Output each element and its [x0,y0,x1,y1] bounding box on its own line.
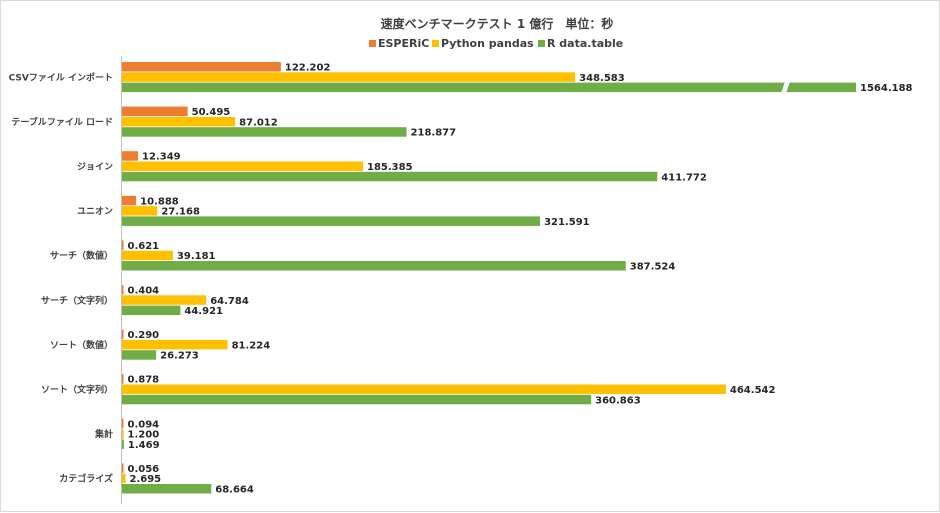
bar-esperic [122,329,124,340]
data-label-esperic: 0.094 [128,419,160,430]
bar-r-data-table [122,171,658,182]
data-label-esperic: 122.202 [285,63,331,74]
data-label-r-data-table: 44.921 [184,306,223,317]
bar-r-data-table [122,82,856,93]
bar-python-pandas [122,295,207,305]
bar-esperic [122,285,124,295]
chart-title: 速度ベンチマークテスト 1 億行 単位：秒 [381,16,614,31]
category-label: CSVファイル インポート [9,71,113,83]
data-label-r-data-table: 387.524 [630,262,676,273]
bar-python-pandas [122,473,126,484]
bar-python-pandas [122,206,158,216]
bar-esperic [122,151,139,161]
data-label-esperic: 0.621 [128,241,160,252]
bar-esperic [122,374,124,384]
data-label-python-pandas: 1.200 [128,430,160,441]
legend-label-esperic: ESPERiC [378,37,429,50]
bars: CSVファイル インポート 122.202 348.583 1564.188 テーブルフ… [9,62,913,496]
legend: ESPERiC Python pandas R data.table [369,37,623,50]
data-label-python-pandas: 464.542 [730,385,776,396]
data-label-python-pandas: 81.224 [232,340,271,351]
bar-r-data-table [122,350,157,360]
data-label-r-data-table: 1.469 [128,440,160,451]
data-label-r-data-table: 218.877 [411,128,457,139]
bar-python-pandas [122,161,364,171]
bar-esperic [122,463,124,473]
data-label-python-pandas: 87.012 [239,117,278,128]
bar-r-data-table [122,216,541,226]
bar-r-data-table [122,484,212,494]
data-label-esperic: 10.888 [140,196,179,207]
bar-python-pandas [122,429,124,439]
data-label-r-data-table: 411.772 [661,172,707,183]
bar-r-data-table [122,439,124,449]
bar-esperic [122,240,124,250]
data-label-esperic: 12.349 [142,152,181,163]
bar-python-pandas [122,339,228,350]
category-label: ソート（数値） [50,339,113,351]
data-label-esperic: 0.404 [128,286,160,297]
bar-r-data-table [122,305,181,316]
legend-label-python-pandas: Python pandas [441,37,534,50]
bar-python-pandas [122,72,576,82]
data-label-python-pandas: 2.695 [130,474,162,485]
category-label: ソート（文字列） [41,383,113,395]
data-label-esperic: 50.495 [192,107,231,118]
data-label-esperic: 0.056 [128,464,160,475]
data-label-r-data-table: 360.863 [595,395,641,406]
bar-python-pandas [122,384,726,394]
category-label: ユニオン [77,206,113,217]
category-label: テーブルファイル ロード [11,116,113,128]
bar-esperic [122,106,188,117]
bar-esperic [122,62,281,72]
data-label-python-pandas: 39.181 [177,251,216,262]
axis-break-mark [781,81,790,94]
data-label-r-data-table: 1564.188 [860,83,913,94]
legend-swatch-r-data-table [538,40,545,47]
bar-r-data-table [122,261,626,271]
category-label: カテゴライズ [59,473,113,485]
legend-label-r-data-table: R data.table [547,37,623,50]
data-label-esperic: 0.290 [128,330,160,341]
bar-r-data-table [122,127,407,137]
category-label: 集計 [94,428,113,440]
bar-python-pandas [122,116,236,127]
bar-python-pandas [122,250,173,261]
data-label-python-pandas: 64.784 [210,296,249,307]
data-label-esperic: 0.878 [128,375,160,386]
category-label: ジョイン [77,161,113,172]
bar-esperic [122,418,124,429]
legend-swatch-esperic [369,40,376,47]
data-label-r-data-table: 68.664 [215,485,254,496]
legend-swatch-python-pandas [432,40,439,47]
data-label-r-data-table: 26.273 [160,351,199,362]
category-label: サーチ（数値） [50,250,113,262]
data-label-python-pandas: 348.583 [579,73,625,84]
data-label-python-pandas: 185.385 [367,162,413,173]
bar-esperic [122,195,137,206]
data-label-python-pandas: 27.168 [161,207,200,218]
data-label-r-data-table: 321.591 [544,217,590,228]
bar-r-data-table [122,394,592,405]
category-label: サーチ（文字列） [41,294,113,306]
